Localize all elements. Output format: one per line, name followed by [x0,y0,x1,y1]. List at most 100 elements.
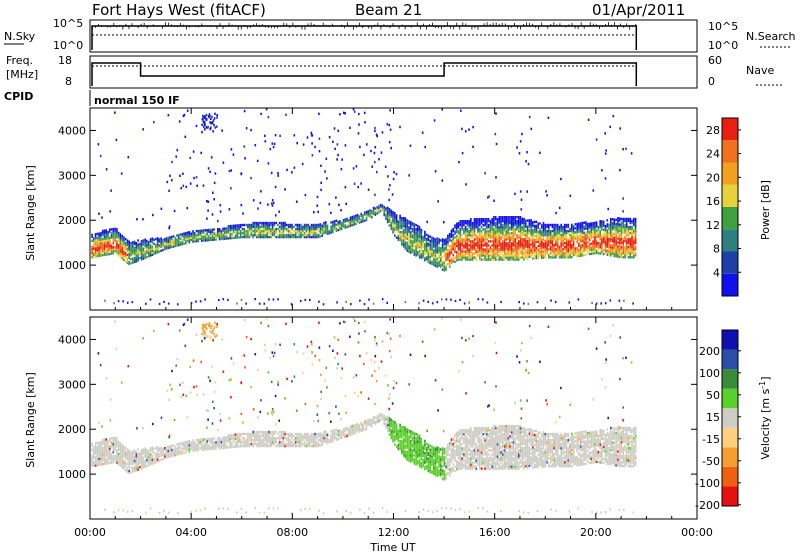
power-cell [181,238,184,242]
power-cell [548,242,550,245]
power-cell [482,236,485,239]
power-cell [275,214,277,217]
power-cell [255,223,258,227]
power-cell [192,240,194,243]
power-cell [578,224,580,227]
power-cell [553,225,555,229]
power-cell [401,241,403,244]
power-cell [611,238,614,241]
power-cell [562,254,564,257]
power-cell [376,170,378,174]
power-cell [395,224,398,227]
power-cell [418,240,421,243]
power-cell [177,303,179,306]
power-cell [222,235,224,238]
power-cell [588,242,591,246]
power-cell [509,226,511,229]
velocity-cell [321,433,323,436]
power-cell [521,244,524,247]
velocity-cell [383,420,385,424]
power-cell [230,169,232,172]
power-cell [381,298,384,301]
velocity-cell [107,450,109,453]
velocity-cell [363,422,366,425]
power-cell [512,224,515,227]
power-cell [401,224,403,228]
power-cell [564,238,566,241]
power-cell [365,218,368,222]
power-cell [618,245,621,248]
power-cell [606,235,609,238]
power-cell [185,240,187,243]
power-cell [633,217,635,221]
power-cell [342,219,345,222]
power-cell [115,138,118,142]
velocity-cell [165,448,168,451]
power-cell [149,250,152,253]
power-cell [123,244,125,247]
velocity-cell [247,444,249,448]
power-cell [606,243,609,246]
power-cell [537,244,539,248]
power-cell [486,236,488,239]
power-cell [537,238,539,241]
power-cell [537,230,539,233]
velocity-cell [328,441,331,444]
velocity-cell [381,417,384,420]
power-cell [471,246,474,249]
power-cell [411,236,414,239]
power-cell [406,223,408,226]
power-cell [406,245,408,248]
power-cell [572,233,575,236]
power-cell [512,244,515,247]
power-cell [172,245,175,248]
power-cell [578,226,580,229]
velocity-cell [172,444,175,447]
velocity-cell [333,437,336,440]
power-cell [456,257,458,260]
power-cell [149,240,152,243]
power-cell [411,230,414,233]
power-cell [471,248,474,251]
power-cell [606,249,609,252]
power-cell [250,227,253,231]
velocity-cell [116,439,118,442]
power-cell [107,241,109,244]
power-cell [607,207,609,211]
power-cell [491,248,493,251]
velocity-cell [349,433,352,436]
velocity-cell [245,438,247,442]
power-cell [243,145,246,148]
power-cell [401,237,403,240]
power-cell [417,235,419,238]
power-cell [255,233,258,237]
power-cell [555,248,557,251]
power-cell [224,231,226,234]
power-cell [409,227,412,230]
power-cell [585,249,587,252]
velocity-cell [117,444,120,448]
velocity-cell [218,445,221,448]
power-cell [468,222,470,225]
velocity-cell [204,448,207,451]
power-cell [606,231,609,234]
power-cell [514,230,516,233]
velocity-cell [137,466,139,469]
power-cell [454,244,456,247]
power-cell [530,233,532,236]
power-cell [629,246,632,249]
power-cell [479,258,481,261]
power-cell [533,230,536,234]
velocity-cell [314,432,316,436]
power-cell [312,225,315,229]
power-cell [505,248,508,251]
power-cell [445,244,447,247]
power-cell [189,182,192,185]
power-cell [112,231,115,235]
velocity-cell [330,434,332,437]
power-cell [491,232,493,235]
power-cell [188,241,191,244]
power-cell [147,241,150,244]
velocity-cell [344,435,346,438]
power-cell [117,249,120,253]
